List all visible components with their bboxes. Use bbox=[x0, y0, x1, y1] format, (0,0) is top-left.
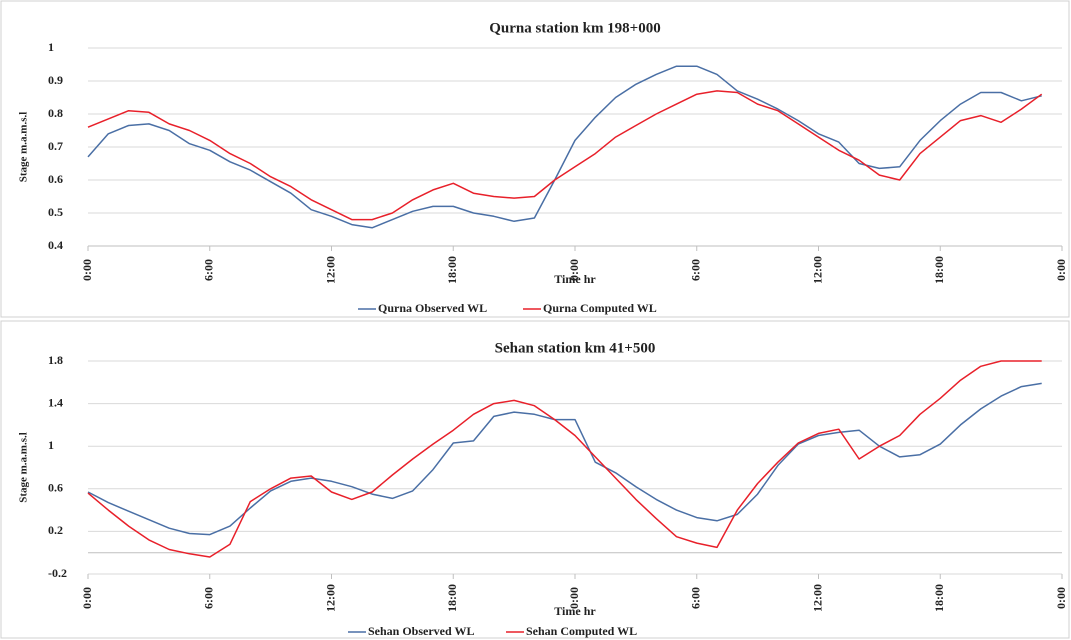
y-tick-label: -0.2 bbox=[48, 566, 67, 580]
y-tick-label: 0.6 bbox=[48, 172, 63, 186]
x-tick-label: 6:00 bbox=[202, 587, 216, 609]
series-line bbox=[87, 360, 1042, 558]
y-tick-label: 0.8 bbox=[48, 106, 63, 120]
y-tick-label: 1 bbox=[48, 40, 54, 54]
y-tick-label: 0.9 bbox=[48, 73, 63, 87]
x-tick-label: 18:00 bbox=[445, 256, 459, 284]
x-tick-label: 0:00 bbox=[567, 259, 581, 281]
x-tick-label: 0:00 bbox=[567, 587, 581, 609]
x-tick-label: 0:00 bbox=[1054, 587, 1068, 609]
y-tick-label: 0.7 bbox=[48, 139, 63, 153]
x-tick-label: 0:00 bbox=[80, 259, 94, 281]
y-tick-label: 0.4 bbox=[48, 238, 63, 252]
panel-frame bbox=[0, 320, 1070, 639]
x-axis-label: Time hr bbox=[554, 272, 596, 286]
chart-title: Sehan station km 41+500 bbox=[495, 340, 656, 356]
y-tick-label: 0.2 bbox=[48, 523, 63, 537]
series-line bbox=[87, 382, 1042, 536]
y-tick-label: 1 bbox=[48, 438, 54, 452]
y-axis-label: Stage m.a.m.s.l bbox=[18, 432, 30, 503]
y-tick-label: 1.8 bbox=[48, 353, 63, 367]
chart-title: Qurna station km 198+000 bbox=[489, 20, 660, 36]
x-tick-label: 12:00 bbox=[323, 584, 337, 612]
y-tick-label: 1.4 bbox=[48, 395, 63, 409]
x-tick-label: 18:00 bbox=[932, 584, 946, 612]
legend-label: Sehan Computed WL bbox=[526, 624, 637, 638]
x-tick-label: 12:00 bbox=[323, 256, 337, 284]
x-tick-label: 6:00 bbox=[202, 259, 216, 281]
y-tick-label: 0.5 bbox=[48, 205, 63, 219]
panel-frame bbox=[0, 0, 1070, 318]
legend-label: Sehan Observed WL bbox=[368, 624, 474, 638]
x-tick-label: 6:00 bbox=[689, 259, 703, 281]
x-tick-label: 12:00 bbox=[810, 256, 824, 284]
x-tick-label: 0:00 bbox=[1054, 259, 1068, 281]
legend-label: Qurna Observed WL bbox=[378, 301, 487, 315]
x-tick-label: 0:00 bbox=[80, 587, 94, 609]
x-tick-label: 6:00 bbox=[689, 587, 703, 609]
series-line bbox=[87, 90, 1043, 221]
x-tick-label: 18:00 bbox=[932, 256, 946, 284]
x-tick-label: 12:00 bbox=[810, 584, 824, 612]
legend-label: Qurna Computed WL bbox=[543, 301, 657, 315]
x-axis-label: Time hr bbox=[554, 604, 596, 618]
y-tick-label: 0.6 bbox=[48, 481, 63, 495]
x-tick-label: 18:00 bbox=[445, 584, 459, 612]
series-line bbox=[87, 65, 1042, 229]
y-axis-label: Stage m.a.m.s.l bbox=[18, 112, 30, 183]
